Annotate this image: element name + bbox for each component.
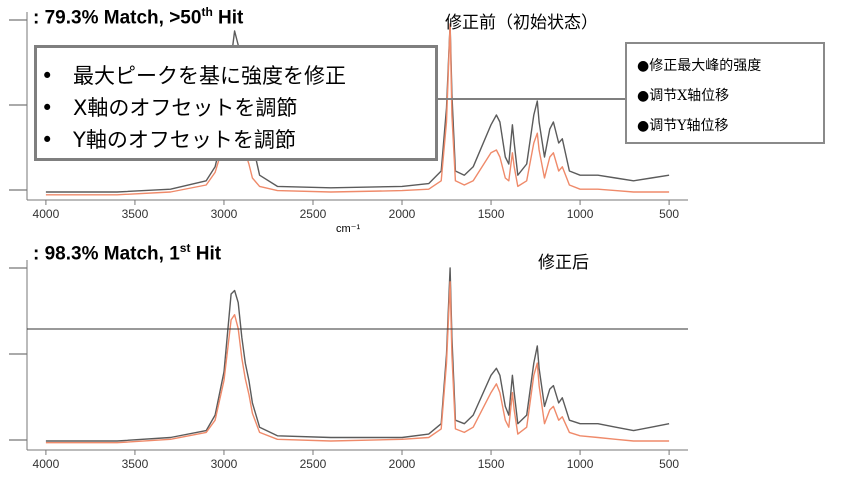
cn-step-1: ●修正最大峰的强度 — [637, 58, 762, 74]
bullet-1: • — [41, 64, 54, 88]
top-x-tick-label-500: 500 — [659, 207, 679, 221]
bottom-x-tick-label-1000: 1000 — [567, 457, 594, 471]
bottom-x-tick-label-3500: 3500 — [122, 457, 149, 471]
bullet-2: • — [41, 96, 54, 120]
bottom-spectrum-panel: 4000 3500 3000 2500 2000 1500 1000 500 — [9, 260, 688, 471]
cn-step-3: ●调节Y轴位移 — [637, 118, 729, 134]
bottom-x-tick-label-2500: 2500 — [300, 457, 327, 471]
top-x-tick-label-1000: 1000 — [567, 207, 594, 221]
top-x-tick-label-4000: 4000 — [33, 207, 60, 221]
bottom-match-title: : 98.3% Match, 1st Hit — [33, 241, 221, 265]
bottom-x-tick-label-4000: 4000 — [33, 457, 60, 471]
top-title-end: Hit — [212, 7, 244, 29]
bottom-title-end: Hit — [190, 243, 222, 265]
top-x-tick-label-2000: 2000 — [389, 207, 416, 221]
japanese-steps-box: • 最大ピークを基に強度を修正 • X軸のオフセットを調節 • Y軸のオフセットを調節 — [34, 45, 438, 161]
after-correction-label: 修正后 — [538, 253, 589, 273]
ja-step-3-text: Y軸のオフセットを調節 — [73, 128, 296, 152]
bottom-x-tick-label-2000: 2000 — [389, 457, 416, 471]
chinese-steps-box: ●修正最大峰的强度 ●调节X轴位移 ●调节Y轴位移 — [625, 42, 825, 144]
bottom-x-tick-label-3000: 3000 — [211, 457, 238, 471]
bullet-3: • — [41, 128, 54, 152]
bottom-x-tick-label-1500: 1500 — [478, 457, 505, 471]
top-title-superscript: th — [201, 5, 213, 19]
bottom-title-text: : 98.3% Match, 1 — [33, 243, 180, 265]
bottom-x-tick-label-500: 500 — [659, 457, 679, 471]
top-x-tick-label-3500: 3500 — [122, 207, 149, 221]
top-x-tick-label-3000: 3000 — [211, 207, 238, 221]
top-x-tick-label-1500: 1500 — [478, 207, 505, 221]
ja-step-1: • 最大ピークを基に強度を修正 — [41, 60, 346, 90]
before-correction-label: 修正前（初始状态） — [445, 13, 598, 33]
bottom-title-superscript: st — [179, 241, 191, 255]
top-match-title: : 79.3% Match, >50th Hit — [33, 5, 243, 29]
x-axis-unit-label: cm⁻¹ — [336, 223, 361, 235]
bottom-series-line-0 — [45, 267, 670, 442]
top-x-tick-label-2500: 2500 — [300, 207, 327, 221]
ja-step-3: • Y軸のオフセットを調節 — [41, 124, 296, 154]
ja-step-2: • X軸のオフセットを調節 — [41, 92, 297, 122]
top-title-text: : 79.3% Match, >50 — [33, 7, 202, 29]
cn-step-2: ●调节X轴位移 — [637, 88, 730, 104]
bottom-series-line-1 — [45, 281, 670, 444]
ja-step-2-text: X軸のオフセットを調節 — [73, 96, 298, 120]
ja-step-1-text: 最大ピークを基に強度を修正 — [73, 64, 346, 88]
